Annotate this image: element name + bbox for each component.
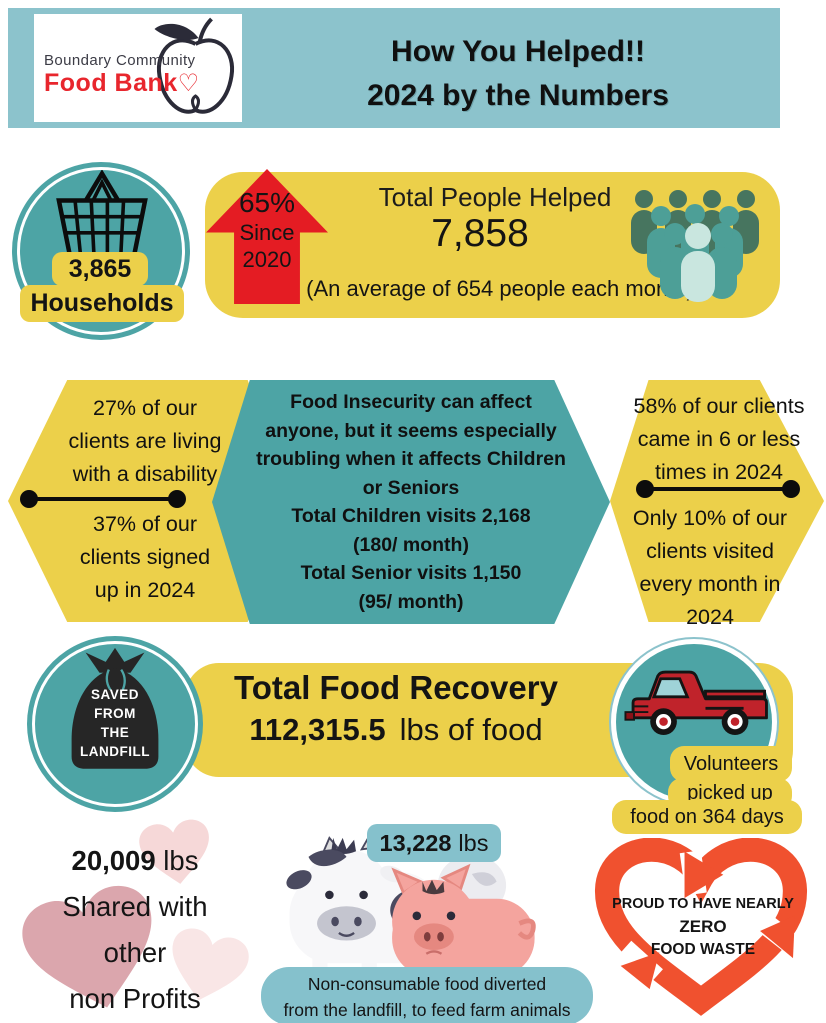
shared-unit: lbs — [163, 845, 199, 876]
text-line: clients are living — [68, 429, 222, 453]
shared-value: 20,009 — [71, 845, 156, 876]
text-line: times in 2024 — [655, 460, 783, 484]
text-line: or Seniors — [362, 476, 460, 499]
text-line: (95/ month) — [358, 590, 464, 613]
title-line1: How You Helped!! — [391, 35, 645, 68]
landfill-label: SAVED FROM THE LANDFILL — [60, 685, 170, 761]
farm-value: 13,228 — [379, 830, 452, 856]
text-line: 20,009 lbs — [10, 838, 260, 884]
text-line: Total Children visits 2,168 — [291, 505, 531, 527]
heart-icon — [139, 819, 209, 884]
text-line: SAVED — [90, 687, 139, 702]
zero-waste-text: PROUD TO HAVE NEARLY ZERO FOOD WASTE — [598, 893, 808, 961]
right-hex-top-text: 58% of our clients came in 6 or less tim… — [628, 390, 810, 489]
text-line: (180/ month) — [353, 533, 469, 556]
volunteers-badge-line3: food on 364 days — [612, 800, 802, 834]
text-line: picked up — [687, 782, 773, 804]
text-line: 58% of our clients — [633, 394, 805, 418]
connector-line — [20, 490, 186, 508]
text-line: Non-consumable food diverted — [307, 974, 547, 994]
cow-pig-chicken-icon — [286, 836, 536, 987]
apple-logo-icon — [154, 17, 235, 114]
page-title: How You Helped!! 2024 by the Numbers — [263, 30, 773, 118]
increase-since-line2: 2020 — [242, 247, 292, 272]
logo-line1: Boundary Community — [44, 52, 196, 69]
text-line: non Profits — [69, 983, 201, 1014]
text-line: from the landfill, to feed farm animals — [283, 1000, 571, 1020]
text-line: came in 6 or less — [637, 427, 801, 451]
text-line: ZERO — [679, 917, 727, 936]
text-line: FROM — [94, 706, 136, 721]
text-line: with a disability — [72, 462, 218, 486]
text-line: clients signed — [79, 545, 211, 569]
text-line: Shared with — [62, 891, 208, 922]
text-line: food on 364 days — [630, 806, 784, 828]
text-line: Only 10% of our — [632, 506, 788, 530]
header-bar: Boundary Community Food Bank♡ How You He… — [8, 8, 780, 128]
pickup-truck-icon — [624, 670, 768, 735]
food-recovery-amount-line: 112,315.5 lbs of food — [196, 712, 596, 748]
logo: Boundary Community Food Bank♡ — [34, 14, 242, 122]
increase-since-line1: Since — [239, 220, 295, 245]
volunteers-badge-line1: Volunteers — [670, 746, 792, 782]
text-line: Food Insecurity can affect — [290, 391, 532, 413]
text-line: Volunteers — [683, 753, 779, 775]
increase-percent: 65% — [238, 187, 296, 218]
heart-icon — [172, 928, 249, 1001]
shopping-basket-icon — [56, 170, 148, 257]
text-line: anyone, but it seems especially — [265, 419, 557, 442]
connector-line — [636, 480, 800, 498]
center-hex-text: Food Insecurity can affect anyone, but i… — [240, 388, 582, 616]
people-helped-total: 7,858 — [431, 212, 529, 255]
farm-caption-badge: Non-consumable food diverted from the la… — [261, 967, 593, 1023]
people-helped-subtitle: (An average of 654 people each month) — [306, 276, 694, 301]
text-line: PROUD TO HAVE NEARLY — [612, 896, 794, 912]
text-line: LANDFILL — [80, 744, 150, 759]
clients-center-hexagon — [212, 380, 610, 624]
households-label-badge: Households — [20, 285, 184, 322]
food-recovery-title: Total Food Recovery — [234, 669, 558, 706]
recycle-heart-icon — [594, 838, 808, 1016]
food-recovery-amount: 112,315.5 — [249, 712, 386, 747]
text-line: Total Senior visits 1,150 — [300, 562, 522, 584]
households-value: 3,865 — [68, 255, 132, 283]
logo-line2: Food Bank — [44, 69, 178, 97]
right-hex-bottom-text: Only 10% of our clients visited every mo… — [614, 502, 806, 634]
households-value-badge: 3,865 — [52, 252, 148, 286]
text-line: other — [103, 937, 167, 968]
left-hex-top-text: 27% of our clients are living with a dis… — [40, 392, 250, 491]
farm-lbs-badge: 13,228 lbs — [367, 824, 501, 862]
text-line: troubling when it affects Children — [256, 448, 566, 470]
heart-icon: ♡ — [177, 70, 200, 97]
logo-text: Boundary Community Food Bank♡ — [44, 52, 199, 98]
trash-bag-icon — [71, 647, 159, 769]
text-line: 2024 — [686, 605, 734, 629]
text-line: clients visited — [646, 539, 774, 563]
people-group-icon — [631, 190, 759, 302]
title-line2: 2024 by the Numbers — [367, 79, 669, 112]
farm-unit: lbs — [458, 830, 489, 856]
people-helped-title: Total People Helped — [378, 182, 612, 212]
text-line: 37% of our — [93, 512, 197, 536]
text-line: FOOD WASTE — [650, 941, 756, 958]
food-recovery-unit: lbs of food — [399, 712, 543, 747]
heart-icon — [22, 885, 152, 1008]
text-line: 27% of our — [93, 396, 197, 420]
households-label: Households — [30, 289, 174, 317]
text-line: up in 2024 — [94, 578, 196, 602]
shared-nonprofits-text: 20,009 lbs Shared with other non Profits — [10, 838, 260, 1022]
text-line: every month in — [639, 572, 781, 596]
left-hex-bottom-text: 37% of our clients signed up in 2024 — [40, 508, 250, 607]
text-line: THE — [100, 725, 130, 740]
